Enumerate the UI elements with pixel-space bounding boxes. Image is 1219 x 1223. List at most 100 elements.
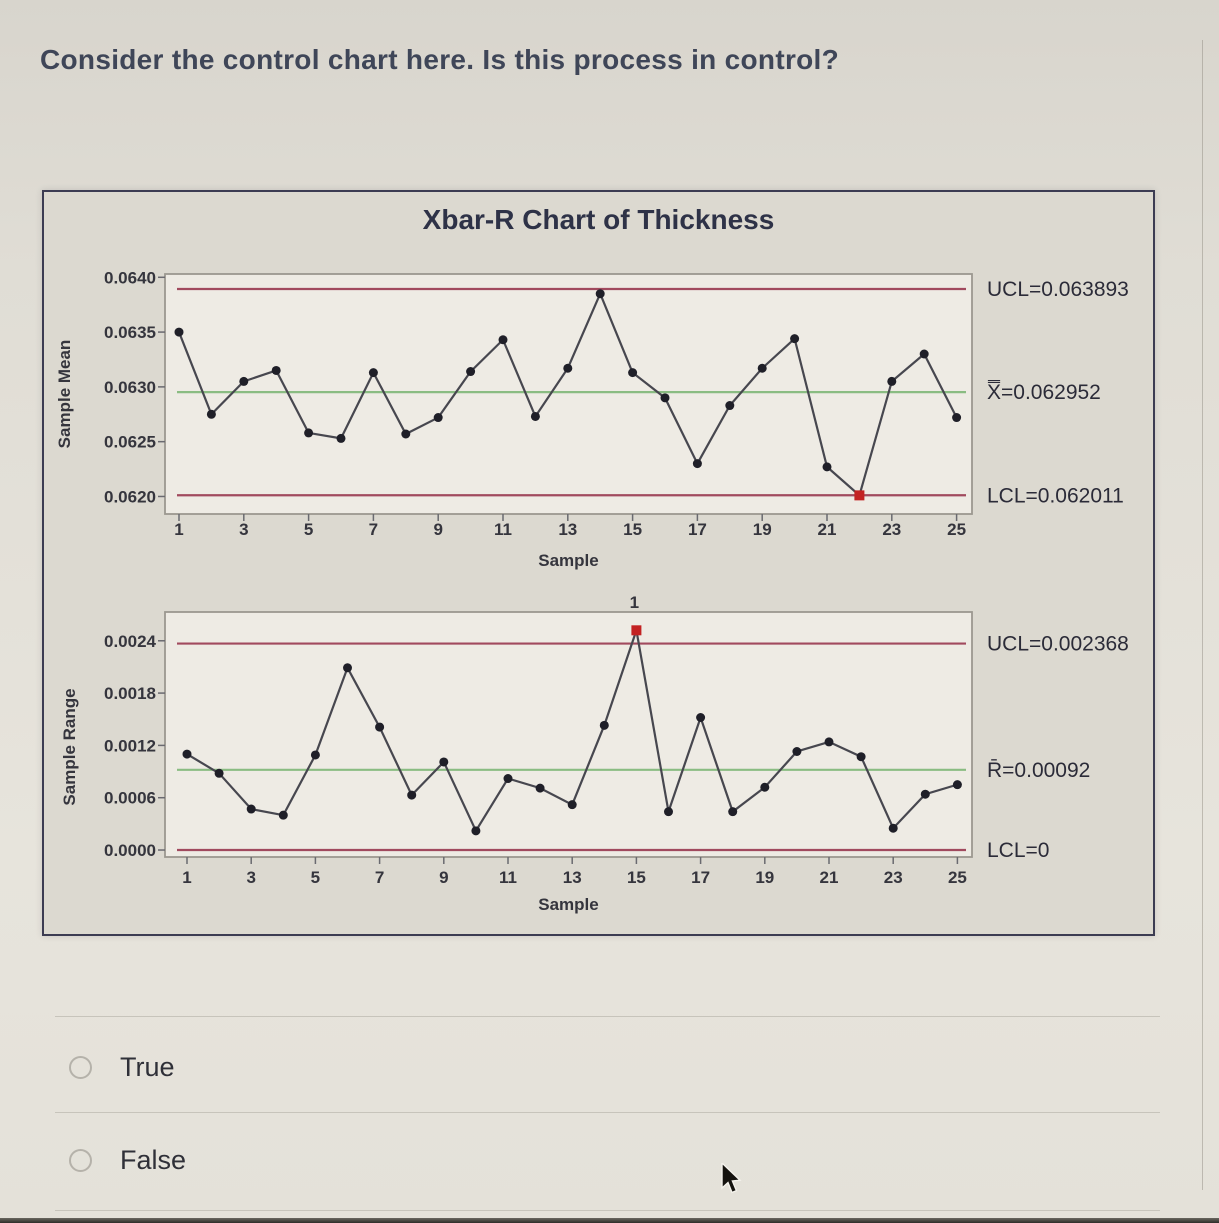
- range-chart-xtick-label: 17: [691, 868, 710, 887]
- xbar-chart-data-point: [919, 349, 929, 359]
- radio-false[interactable]: [69, 1148, 92, 1172]
- option-false[interactable]: False: [55, 1134, 969, 1186]
- range-chart-xtick-label: 3: [246, 868, 255, 887]
- range-chart-xtick-label: 19: [755, 868, 774, 887]
- xbar-chart-data-point: [595, 289, 605, 299]
- xbar-chart-data-point: [530, 411, 540, 421]
- range-chart-data-point: [888, 823, 898, 833]
- xbar-chart-ytick-label: 0.0630: [104, 378, 156, 397]
- xbar-chart-xtick-label: 9: [433, 520, 442, 539]
- xbar-chart-ucl-label: UCL=0.063893: [987, 278, 1129, 301]
- range-chart-data-point: [471, 826, 481, 836]
- xbar-chart-data-point: [206, 409, 216, 419]
- range-chart-data-point: [599, 720, 609, 730]
- option-true-label: True: [120, 1051, 175, 1082]
- range-chart-data-point: [407, 790, 417, 800]
- range-chart-data-point: [182, 749, 192, 759]
- range-chart-data-point: [760, 782, 770, 792]
- range-chart-xtick-label: 9: [439, 868, 448, 887]
- range-chart-data-point: [920, 789, 930, 799]
- xbar-chart-yaxis-title: Sample Mean: [55, 340, 74, 449]
- range-chart-data-point: [728, 807, 738, 817]
- xbar-chart-plot-area: [164, 273, 973, 515]
- divider: [55, 1016, 1160, 1017]
- xbar-chart-data-point: [498, 335, 508, 345]
- range-chart-ytick-label: 0.0006: [104, 789, 156, 808]
- question-text: Consider the control chart here. Is this…: [40, 44, 840, 75]
- range-chart-out-of-control-point: [631, 625, 642, 636]
- xbar-chart-center-label: X̿=0.062952: [987, 380, 1101, 404]
- xbar-chart-xtick-label: 3: [239, 520, 248, 539]
- range-chart-data-point: [214, 768, 224, 778]
- option-true[interactable]: True: [55, 1041, 969, 1093]
- range-chart-ytick-label: 0.0024: [104, 632, 157, 651]
- xbar-chart-xtick-label: 7: [369, 520, 378, 539]
- range-chart-data-point: [375, 722, 385, 732]
- xbar-chart-data-point: [822, 462, 832, 472]
- xbar-chart-data-point: [628, 368, 638, 378]
- xbar-chart-ytick-label: 0.0640: [104, 268, 156, 287]
- xbar-chart-data-point: [660, 393, 670, 403]
- range-chart-xtick-label: 1: [182, 868, 191, 887]
- xbar-chart-data-point: [368, 368, 378, 378]
- xbar-chart-ytick-label: 0.0625: [104, 433, 156, 452]
- xbar-chart-data-point: [174, 327, 184, 337]
- xbar-chart-xtick-label: 5: [304, 520, 313, 539]
- range-chart-data-point: [664, 807, 673, 817]
- range-chart-data-point: [696, 712, 706, 722]
- xbar-chart-lcl-label: LCL=0.062011: [987, 484, 1124, 507]
- xbar-chart-data-point: [239, 376, 249, 386]
- xbar-chart-xaxis-title: Sample: [538, 551, 598, 570]
- mouse-cursor: [721, 1163, 742, 1194]
- range-chart-xtick-label: 25: [948, 868, 967, 887]
- xbar-chart-data-point: [401, 429, 411, 439]
- chart-title: Xbar-R Chart of Thickness: [422, 204, 775, 235]
- range-chart-xtick-label: 15: [627, 868, 646, 887]
- xbar-chart-data-point: [952, 413, 962, 423]
- range-chart-center-label: R̄=0.00092: [987, 759, 1090, 782]
- xbar-chart-data-point: [757, 363, 767, 373]
- range-chart-xtick-label: 5: [311, 868, 320, 887]
- xbar-chart-data-point: [336, 433, 346, 443]
- xbar-chart-out-of-control-point: [854, 490, 865, 501]
- xbar-chart-xtick-label: 17: [688, 520, 707, 539]
- range-chart-data-point: [310, 750, 320, 760]
- range-chart-data-point: [856, 752, 866, 762]
- range-chart-lcl-label: LCL=0: [987, 839, 1049, 862]
- xbar-chart-xtick-label: 19: [753, 520, 772, 539]
- xbar-chart-xtick-label: 21: [818, 520, 837, 539]
- divider: [55, 1210, 1160, 1211]
- range-chart-xtick-label: 7: [375, 868, 384, 887]
- xbar-chart-data-point: [563, 363, 573, 373]
- range-chart-data-point: [567, 800, 577, 810]
- xbar-chart-xtick-label: 11: [494, 520, 512, 539]
- range-chart-plot-area: [164, 611, 973, 858]
- range-chart-ytick-label: 0.0012: [104, 736, 156, 755]
- xbar-chart-data-point: [725, 401, 735, 411]
- option-false-label: False: [120, 1144, 187, 1175]
- xbar-chart-data-point: [887, 376, 897, 386]
- xbar-chart-xtick-label: 25: [947, 520, 966, 539]
- xbar-chart-xtick-label: 23: [882, 520, 901, 539]
- range-chart-ytick-label: 0.0018: [104, 684, 156, 703]
- range-chart-xtick-label: 11: [499, 868, 517, 887]
- range-chart-data-point: [535, 783, 545, 793]
- range-chart-xtick-label: 21: [820, 868, 839, 887]
- screen-bottom-edge: [0, 1218, 1219, 1223]
- xbar-chart-data-point: [304, 428, 314, 438]
- range-chart-test-failure-label: 1: [630, 593, 639, 612]
- range-chart-data-point: [792, 747, 802, 757]
- range-chart-data-point: [343, 663, 352, 673]
- page-edge-line: [1202, 40, 1203, 1190]
- range-chart-data-point: [503, 774, 513, 784]
- range-chart-xtick-label: 23: [884, 868, 903, 887]
- range-chart-yaxis-title: Sample Range: [60, 688, 79, 805]
- control-chart-panel: Xbar-R Chart of Thickness 0.0640 0.0635 0.…: [42, 190, 1155, 936]
- radio-true[interactable]: [69, 1055, 92, 1079]
- divider: [55, 1112, 1160, 1113]
- xbar-chart-xtick-label: 1: [174, 520, 183, 539]
- xbar-chart-data-point: [433, 413, 443, 423]
- range-chart-xaxis-title: Sample: [538, 895, 598, 914]
